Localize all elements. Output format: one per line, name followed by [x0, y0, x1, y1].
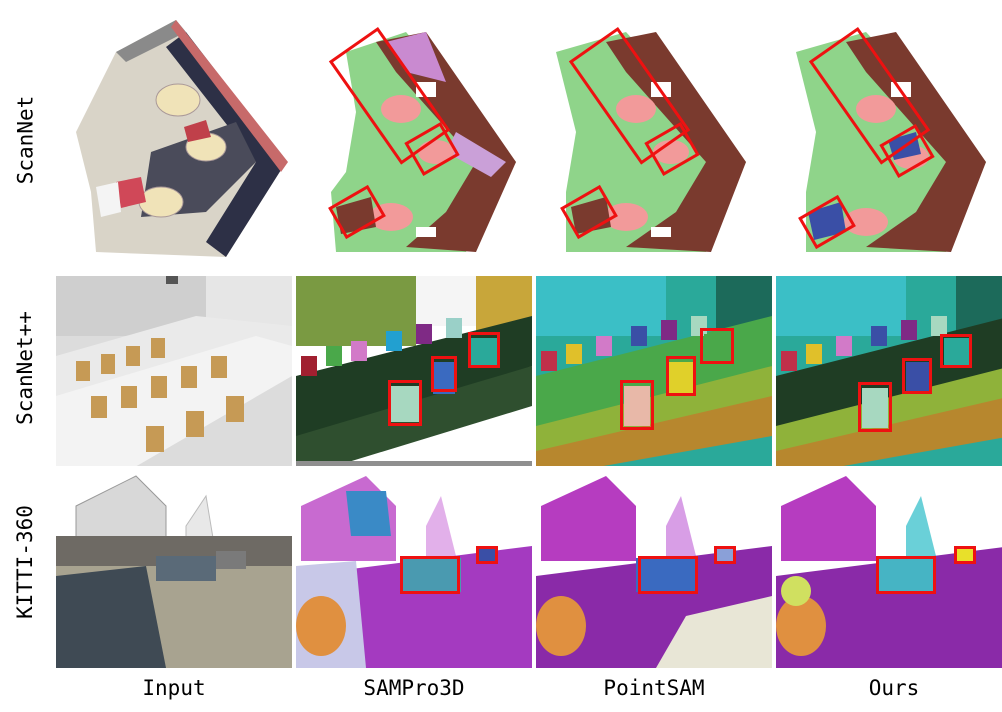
- panel-scannet-input: [56, 12, 292, 260]
- highlight-box: [954, 546, 976, 564]
- row-label-text: ScanNet++: [13, 311, 38, 425]
- panel-kitti-sampro3d: [296, 466, 532, 668]
- panel-scannetpp-sampro3d: [296, 276, 532, 478]
- panel-scannet-ours: [776, 12, 1002, 260]
- highlight-box: [468, 332, 500, 368]
- column-label-input: Input: [142, 676, 206, 700]
- row-label-kitti360: KITTI-360: [6, 462, 44, 662]
- highlight-box: [400, 556, 460, 594]
- panel-scannet-sampro3d: [296, 12, 532, 260]
- panel-scannet-pointsam: [536, 12, 772, 260]
- panel-scannetpp-pointsam: [536, 276, 772, 478]
- row-label-text: ScanNet: [13, 95, 38, 185]
- highlight-box: [876, 556, 936, 594]
- row-label-text: KITTI-360: [13, 505, 38, 619]
- row-label-scannetpp: ScanNet++: [6, 268, 44, 468]
- column-label-ours: Ours: [868, 676, 920, 700]
- column-label-sampro3d: SAMPro3D: [363, 676, 465, 700]
- highlight-box: [858, 382, 892, 432]
- highlight-box: [388, 380, 422, 426]
- highlight-box: [620, 380, 654, 430]
- highlight-box: [714, 546, 736, 564]
- highlight-box: [666, 356, 696, 396]
- panel-kitti-ours: [776, 466, 1002, 668]
- highlight-box: [902, 358, 932, 394]
- highlight-box: [638, 556, 698, 594]
- highlight-box: [476, 546, 498, 564]
- highlight-box: [431, 356, 457, 392]
- panel-kitti-input: [56, 466, 292, 668]
- panel-scannetpp-ours: [776, 276, 1002, 478]
- column-label-pointsam: PointSAM: [603, 676, 705, 700]
- panel-scannetpp-input: [56, 276, 292, 478]
- highlight-box: [700, 328, 734, 364]
- highlight-box: [940, 334, 972, 368]
- row-label-scannet: ScanNet: [6, 40, 44, 240]
- panel-kitti-pointsam: [536, 466, 772, 668]
